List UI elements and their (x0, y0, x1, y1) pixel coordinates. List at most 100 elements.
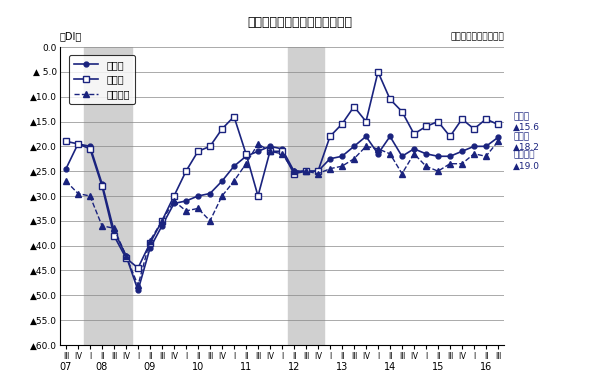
全産業 (422, 151, 430, 156)
製造業 (422, 124, 430, 129)
製造業 (182, 169, 190, 174)
非製造業 (74, 191, 82, 196)
全産業 (434, 154, 442, 159)
非製造業 (146, 238, 154, 243)
製造業 (458, 117, 466, 122)
Text: ▲15.6: ▲15.6 (513, 123, 540, 132)
全産業 (326, 156, 334, 161)
全産業 (362, 134, 370, 139)
Text: 全産業: 全産業 (513, 132, 529, 141)
製造業 (194, 149, 202, 154)
非製造業 (170, 199, 178, 203)
全産業 (446, 154, 454, 159)
Text: 14: 14 (384, 362, 396, 372)
Text: 製造業: 製造業 (513, 112, 529, 121)
全産業 (194, 194, 202, 198)
製造業 (374, 69, 382, 74)
Text: 中小企業の業況判断ＤＩの推移: 中小企業の業況判断ＤＩの推移 (248, 16, 353, 29)
製造業 (434, 119, 442, 124)
非製造業 (338, 164, 346, 169)
非製造業 (230, 179, 238, 183)
製造業 (158, 218, 166, 223)
製造業 (230, 114, 238, 119)
製造業 (62, 139, 70, 144)
非製造業 (86, 194, 94, 198)
全産業 (242, 154, 250, 159)
製造業 (326, 134, 334, 139)
全産業 (206, 191, 214, 196)
Text: 10: 10 (192, 362, 204, 372)
製造業 (470, 127, 478, 131)
製造業 (398, 109, 406, 114)
製造業 (134, 266, 142, 270)
Text: 11: 11 (240, 362, 252, 372)
製造業 (278, 149, 286, 154)
全産業 (170, 201, 178, 206)
製造業 (302, 169, 310, 174)
非製造業 (362, 144, 370, 149)
非製造業 (422, 164, 430, 169)
Text: 13: 13 (336, 362, 348, 372)
非製造業 (374, 147, 382, 151)
非製造業 (470, 151, 478, 156)
全産業 (182, 199, 190, 203)
非製造業 (242, 162, 250, 166)
製造業 (206, 144, 214, 149)
全産業 (386, 134, 394, 139)
製造業 (410, 132, 418, 136)
全産業 (146, 246, 154, 250)
製造業 (242, 151, 250, 156)
全産業 (110, 229, 118, 233)
全産業 (266, 144, 274, 149)
非製造業 (158, 218, 166, 223)
全産業 (374, 151, 382, 156)
全産業 (278, 147, 286, 151)
全産業 (158, 223, 166, 228)
製造業 (122, 256, 130, 260)
非製造業 (182, 209, 190, 213)
Text: 09: 09 (144, 362, 156, 372)
Text: 08: 08 (96, 362, 108, 372)
製造業 (482, 117, 490, 122)
全産業 (482, 144, 490, 149)
全産業 (254, 149, 262, 154)
製造業 (266, 149, 274, 154)
製造業 (350, 104, 358, 109)
製造業 (218, 127, 226, 131)
非製造業 (386, 151, 394, 156)
製造業 (74, 142, 82, 146)
製造業 (446, 134, 454, 139)
Text: （DI）: （DI） (60, 31, 82, 41)
非製造業 (62, 179, 70, 183)
製造業 (386, 97, 394, 102)
非製造業 (446, 162, 454, 166)
製造業 (98, 184, 106, 189)
非製造業 (458, 162, 466, 166)
全産業 (302, 169, 310, 174)
非製造業 (122, 253, 130, 258)
全産業 (470, 144, 478, 149)
全産業 (410, 147, 418, 151)
非製造業 (194, 206, 202, 211)
全産業 (290, 169, 298, 174)
非製造業 (398, 171, 406, 176)
全産業 (86, 144, 94, 149)
製造業 (170, 194, 178, 198)
非製造業 (110, 226, 118, 230)
非製造業 (434, 169, 442, 174)
非製造業 (314, 171, 322, 176)
製造業 (290, 171, 298, 176)
非製造業 (482, 154, 490, 159)
製造業 (146, 241, 154, 245)
製造業 (254, 194, 262, 198)
非製造業 (494, 139, 502, 144)
全産業 (134, 288, 142, 293)
非製造業 (134, 283, 142, 288)
全産業 (458, 149, 466, 154)
製造業 (110, 233, 118, 238)
全産業 (122, 253, 130, 258)
製造業 (338, 122, 346, 126)
非製造業 (290, 169, 298, 174)
非製造業 (278, 151, 286, 156)
非製造業 (206, 218, 214, 223)
